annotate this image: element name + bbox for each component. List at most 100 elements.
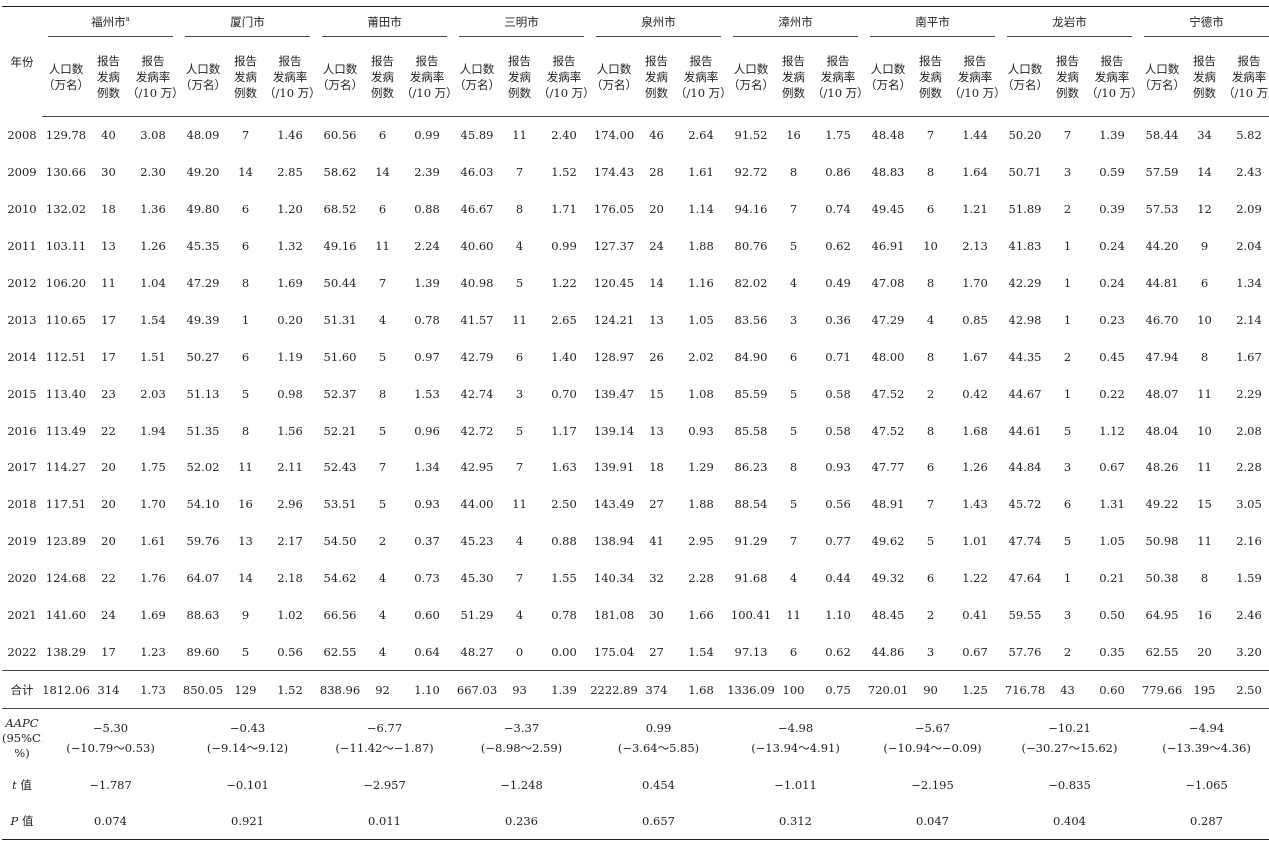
year-header: 年份 [2, 7, 42, 117]
cases-cell: 6 [1063, 497, 1072, 512]
city-name: 三明市 [504, 15, 539, 29]
cases-col-header: 报告 发病 例数 [1186, 37, 1224, 117]
cases-cell: 7 [378, 276, 387, 290]
rate-cell: 0.67 [1099, 460, 1125, 475]
population-cell: 80.76 [734, 239, 768, 254]
population-cell: 138.29 [45, 644, 87, 659]
population-cell: 88.63 [186, 608, 220, 623]
rate-cell: 0.70 [551, 386, 577, 401]
rate-cell: 1.67 [962, 349, 988, 364]
city-header-rule [185, 36, 311, 37]
p-value: 0.287 [1138, 803, 1269, 841]
rate-cell: 2.64 [688, 128, 714, 143]
header-text-line: 报告 [826, 53, 850, 68]
rate-cell: 0.67 [962, 644, 988, 659]
population-cell: 48.00 [871, 349, 905, 364]
population-cell: 132.02 [45, 202, 87, 217]
header-text-line: 人口数 [870, 61, 906, 76]
cases-cell: 11 [512, 312, 527, 327]
cases-cell: 1 [1063, 239, 1072, 254]
rate-cell: 2.14 [1236, 312, 1262, 327]
cases-cell: 22 [101, 571, 116, 586]
rate-cell: 1.16 [688, 276, 714, 290]
header-row-cities: 年份 福州市a 厦门市 莆田市 三明市 泉州市 漳州市 南平市 龙岩市 宁德市 [2, 6, 1269, 69]
population-cell: 48.04 [1145, 423, 1179, 438]
rate-cell: 2.85 [277, 165, 303, 180]
aapc-value: −4.94 (−13.39～4.36) [1138, 709, 1269, 768]
aapc-ci: (−11.42～−1.87) [335, 741, 434, 756]
header-text-line: 人口数 [596, 61, 632, 76]
cases-cell: 12 [1197, 202, 1212, 217]
population-cell: 48.26 [1145, 460, 1179, 475]
cases-cell: 5 [241, 644, 250, 659]
population-cell: 46.03 [460, 165, 494, 180]
rate-cell: 0.77 [825, 534, 851, 549]
aapc-ci: (−30.27～15.62) [1021, 741, 1118, 756]
p-value: 0.011 [316, 803, 454, 841]
table-row: 2012 106.20 11 1.04 47.29 8 1.69 50.44 7 1.39 40.9… [2, 265, 1269, 302]
population-cell: 139.91 [593, 460, 635, 475]
aapc-value: −5.67 (−10.94～−0.09) [864, 709, 1001, 768]
cases-cell: 4 [378, 571, 387, 586]
population-cell: 42.72 [460, 423, 494, 438]
cases-cell: 8 [926, 276, 935, 290]
cases-cell: 8 [1200, 571, 1209, 586]
cases-cell: 11 [238, 460, 253, 475]
cases-cell: 8 [515, 202, 524, 217]
cases-cell: 3 [1063, 608, 1072, 623]
cases-cell: 6 [926, 460, 935, 475]
population-cell: 110.65 [45, 312, 87, 327]
total-population-cell: 1812.06 [42, 670, 90, 710]
cases-cell: 11 [512, 497, 527, 512]
rate-cell: 1.02 [277, 608, 303, 623]
cases-cell: 8 [378, 386, 387, 401]
header-text-line: 例数 [97, 85, 120, 100]
total-population-cell: 716.78 [1001, 670, 1050, 710]
population-cell: 58.62 [323, 165, 357, 180]
population-cell: 48.45 [871, 608, 905, 623]
population-col-header: 人口数 （万名） [453, 37, 502, 117]
population-cell: 50.98 [1145, 534, 1179, 549]
cases-cell: 1 [241, 312, 250, 327]
rate-cell: 0.37 [414, 534, 440, 549]
cases-cell: 5 [789, 386, 798, 401]
year-cell: 2020 [7, 571, 37, 586]
rate-cell: 1.88 [688, 497, 714, 512]
cases-cell: 5 [789, 497, 798, 512]
header-text-line: 报告 [415, 53, 439, 68]
population-cell: 48.83 [871, 165, 905, 180]
rate-cell: 1.19 [277, 349, 303, 364]
cases-cell: 24 [649, 239, 664, 254]
t-value: −0.835 [1048, 778, 1091, 793]
header-text-line: 报告 [963, 53, 987, 68]
cases-cell: 11 [101, 276, 116, 290]
rate-cell: 1.23 [140, 644, 166, 659]
population-cell: 50.71 [1008, 165, 1042, 180]
population-cell: 50.20 [1008, 128, 1042, 143]
header-text-line: 报告 [97, 53, 120, 68]
population-cell: 127.37 [593, 239, 635, 254]
header-text-line: 发病率 [409, 69, 445, 84]
rate-cell: 2.50 [551, 497, 577, 512]
rate-cell: 0.56 [277, 644, 303, 659]
cases-cell: 5 [378, 423, 387, 438]
total-population-cell: 850.05 [179, 670, 228, 710]
header-text-line: 发病率 [1231, 69, 1267, 84]
aapc-ci: (−10.94～−0.09) [883, 741, 982, 756]
city-header: 龙岩市 [1001, 7, 1138, 37]
cases-cell: 41 [649, 534, 664, 549]
city-name: 南平市 [915, 15, 950, 29]
population-cell: 47.77 [871, 460, 905, 475]
population-cell: 49.80 [186, 202, 220, 217]
total-rate-cell: 2.50 [1223, 670, 1269, 710]
cases-cell: 11 [1197, 386, 1212, 401]
cases-cell: 8 [241, 423, 250, 438]
rate-cell: 0.58 [825, 423, 851, 438]
population-cell: 50.27 [186, 349, 220, 364]
rate-cell: 1.54 [140, 312, 166, 327]
cases-cell: 5 [1063, 423, 1072, 438]
cases-cell: 3 [515, 386, 524, 401]
cases-cell: 11 [1197, 460, 1212, 475]
cases-cell: 7 [926, 497, 935, 512]
header-text-line: 人口数 [733, 61, 769, 76]
